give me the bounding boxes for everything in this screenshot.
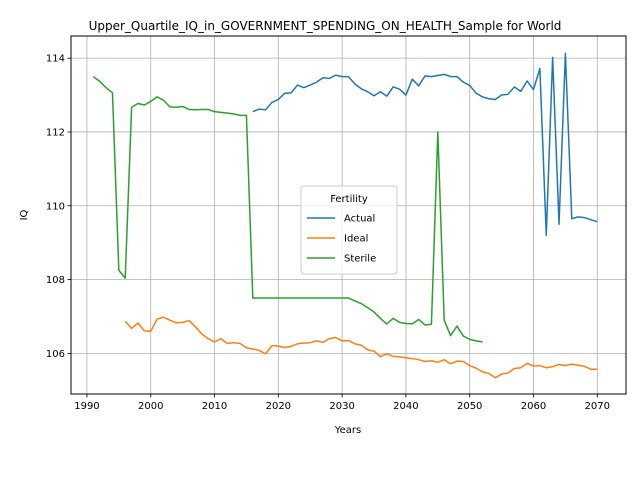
- x-tick-label: 2050: [457, 401, 482, 412]
- x-tick-label: 2070: [585, 401, 610, 412]
- y-tick-label: 114: [46, 54, 65, 65]
- series-line-actual: [252, 52, 598, 237]
- legend-label-actual: Actual: [344, 214, 375, 225]
- y-axis-label: IQ: [19, 209, 30, 220]
- x-axis-label: Years: [334, 425, 361, 436]
- legend: Fertility Actual Ideal Sterile: [300, 185, 398, 275]
- x-tick-label: 2010: [202, 401, 227, 412]
- series-line-sterile: [92, 76, 483, 343]
- series-lines: [92, 52, 598, 379]
- x-tick-label: 2040: [393, 401, 418, 412]
- y-axis: 106 108 110 112 114: [46, 54, 71, 360]
- y-tick-label: 110: [46, 201, 65, 212]
- legend-items: Actual Ideal Sterile: [307, 214, 376, 265]
- plot-frame: [70, 35, 627, 395]
- x-tick-label: 2000: [138, 401, 163, 412]
- legend-box: [300, 185, 398, 275]
- chart-title: Upper_Quartile_IQ_in_GOVERNMENT_SPENDING…: [89, 19, 562, 33]
- legend-label-ideal: Ideal: [344, 234, 368, 245]
- y-tick-label: 112: [46, 127, 65, 138]
- x-tick-label: 2020: [266, 401, 291, 412]
- legend-label-sterile: Sterile: [344, 254, 376, 265]
- series-line-ideal: [124, 316, 598, 379]
- y-tick-label: 108: [46, 275, 65, 286]
- legend-title: Fertility: [330, 194, 368, 205]
- x-axis: 1990 2000 2010 2020 2030 2040 2050 2060 2070: [74, 394, 610, 412]
- y-tick-label: 106: [46, 349, 65, 360]
- x-tick-label: 2060: [521, 401, 546, 412]
- x-tick-label: 2030: [329, 401, 354, 412]
- x-tick-label: 1990: [74, 401, 99, 412]
